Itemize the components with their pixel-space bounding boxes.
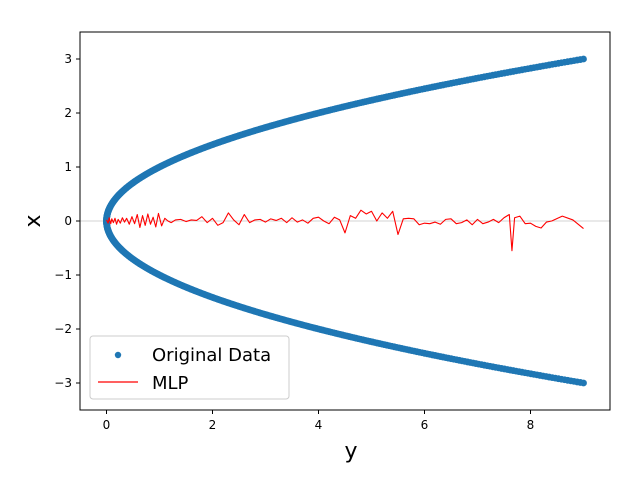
- x-tick-label: 4: [315, 418, 323, 432]
- y-tick-label: 0: [64, 214, 72, 228]
- y-tick-label: −3: [54, 376, 72, 390]
- legend-label-original-data: Original Data: [152, 345, 271, 366]
- x-tick-label: 8: [527, 418, 535, 432]
- series-line-mlp: [106, 209, 584, 252]
- x-tick-label: 2: [209, 418, 217, 432]
- series-original-data: [103, 55, 587, 387]
- y-tick-label: −2: [54, 322, 72, 336]
- y-tick-label: −1: [54, 268, 72, 282]
- y-axis-ticks: −3 −2 −1 0 1 2 3: [54, 52, 80, 390]
- legend: Original Data MLP: [89, 335, 290, 400]
- x-tick-label: 0: [103, 418, 111, 432]
- x-tick-label: 6: [421, 418, 429, 432]
- x-axis-ticks: 0 2 4 6 8: [103, 410, 535, 432]
- legend-box: [89, 335, 290, 400]
- y-axis-label: x: [21, 214, 46, 227]
- y-tick-label: 2: [64, 106, 72, 120]
- data-point: [580, 55, 587, 63]
- legend-marker-original-data: [114, 351, 122, 359]
- x-axis-label: y: [344, 439, 357, 464]
- plot-area: [79, 31, 611, 411]
- y-tick-label: 3: [64, 52, 72, 66]
- legend-label-mlp: MLP: [152, 373, 189, 394]
- y-tick-label: 1: [64, 160, 72, 174]
